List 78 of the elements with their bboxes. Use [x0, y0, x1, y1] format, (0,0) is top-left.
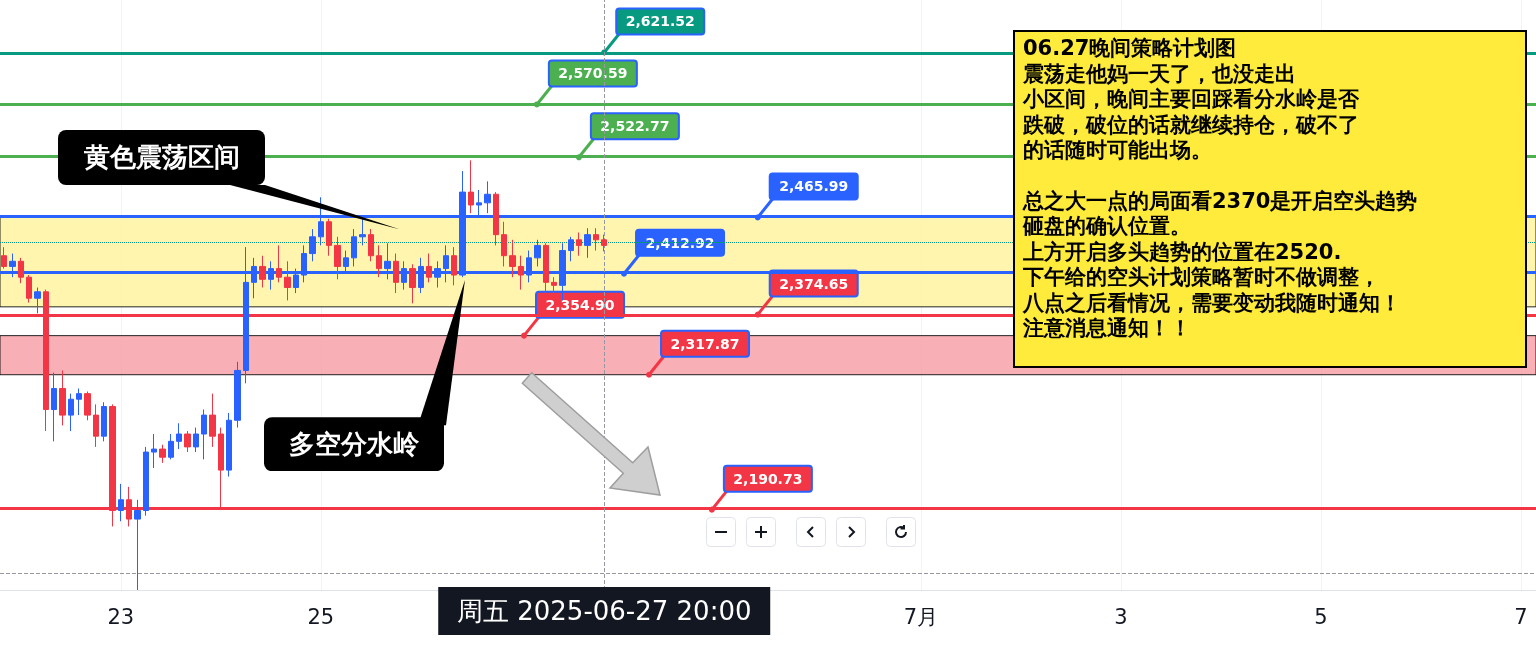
annotation: 总之大一点的局面看2370是开启空头趋势 [1023, 188, 1419, 214]
candlestick [509, 239, 516, 278]
candlestick [234, 361, 241, 429]
candlestick [93, 403, 99, 448]
candlestick [226, 412, 232, 478]
candlestick [426, 253, 432, 283]
candlestick [34, 287, 41, 314]
candlestick [309, 228, 316, 262]
candlestick [151, 433, 157, 469]
candlestick [468, 159, 474, 214]
text: 震荡走他妈一天了，也没走出 [1023, 61, 1296, 86]
candlestick [259, 255, 266, 288]
annotation: 砸盘的确认位置。 [1023, 214, 1192, 240]
candlestick [393, 253, 399, 294]
candlestick [601, 234, 607, 252]
candlestick [84, 390, 91, 421]
annotation: 2,190.73 [733, 470, 803, 487]
x-tick-label: 7月 [903, 604, 939, 629]
candlestick [334, 236, 341, 280]
text: 跌破，破位的话就继续持仓，破不了 [1023, 112, 1359, 137]
candlestick [118, 483, 124, 522]
annotation: 八点之后看情况，需要变动我随时通知！ [1023, 290, 1402, 316]
candlestick [209, 393, 216, 448]
x-tick-label: 3 [1114, 604, 1128, 629]
candlestick [284, 260, 291, 301]
candlestick [584, 227, 591, 259]
x-tick-label: 5 [1314, 604, 1328, 629]
candlestick [276, 244, 282, 283]
candlestick [51, 372, 57, 442]
candlestick [534, 239, 541, 267]
annotation: 2,522.77 [600, 118, 670, 135]
candlestick [26, 274, 32, 304]
candlestick [184, 430, 191, 453]
candlestick [101, 401, 107, 442]
candlestick [484, 180, 491, 214]
candlestick [326, 218, 332, 257]
annotation: 的话随时可能出场。 [1023, 138, 1213, 164]
candlestick [376, 244, 382, 278]
candlestick [451, 246, 457, 286]
x-tick-label: 23 [107, 604, 135, 629]
candlestick [493, 191, 499, 246]
ref-line-label: 多空分水岭 [264, 417, 444, 471]
annotation: 2,570.59 [558, 65, 628, 82]
candlestick [168, 433, 174, 460]
candlestick [134, 499, 141, 591]
x-tick-label: 7 [1514, 604, 1528, 629]
annotation: 2,412.92 [645, 234, 715, 251]
annotation: 2,621.52 [625, 13, 695, 30]
annotation: 上方开启多头趋势的位置在2520. [1023, 239, 1343, 265]
candlestick [76, 387, 82, 416]
band-label: 黄色震荡区间 [58, 130, 265, 185]
annotation: 注意消息通知！！ [1023, 316, 1192, 342]
candlestick [576, 232, 582, 257]
candlestick [59, 369, 66, 426]
candlestick [143, 446, 149, 517]
candlestick [501, 221, 507, 267]
candlestick [568, 236, 574, 262]
candlestick [593, 227, 599, 252]
ref-line-label: 周五 2025-06-27 20:00 [456, 596, 752, 626]
text: 06.27晚间策略计划图 [1023, 36, 1237, 60]
candlestick [368, 228, 374, 262]
candlestick [518, 255, 524, 291]
candlestick [18, 257, 24, 284]
candlestick [68, 393, 74, 432]
annotation: 2,374.65 [779, 275, 849, 292]
candlestick [176, 422, 182, 450]
candlestick [201, 409, 207, 460]
candlestick [193, 427, 199, 453]
candlestick [409, 263, 416, 304]
x-tick-label: 25 [307, 604, 335, 629]
candlestick [1, 246, 7, 270]
annotation: 下午给的空头计划策略暂时不做调整， [1023, 265, 1381, 291]
annotation: 2,354.90 [545, 296, 615, 313]
annotation: 2,317.87 [670, 335, 740, 352]
candlestick [351, 228, 357, 267]
text: 小区间，晚间主要回踩看分水岭是否 [1023, 87, 1359, 111]
annotation: 2,465.99 [779, 178, 849, 195]
candlestick [159, 444, 166, 464]
